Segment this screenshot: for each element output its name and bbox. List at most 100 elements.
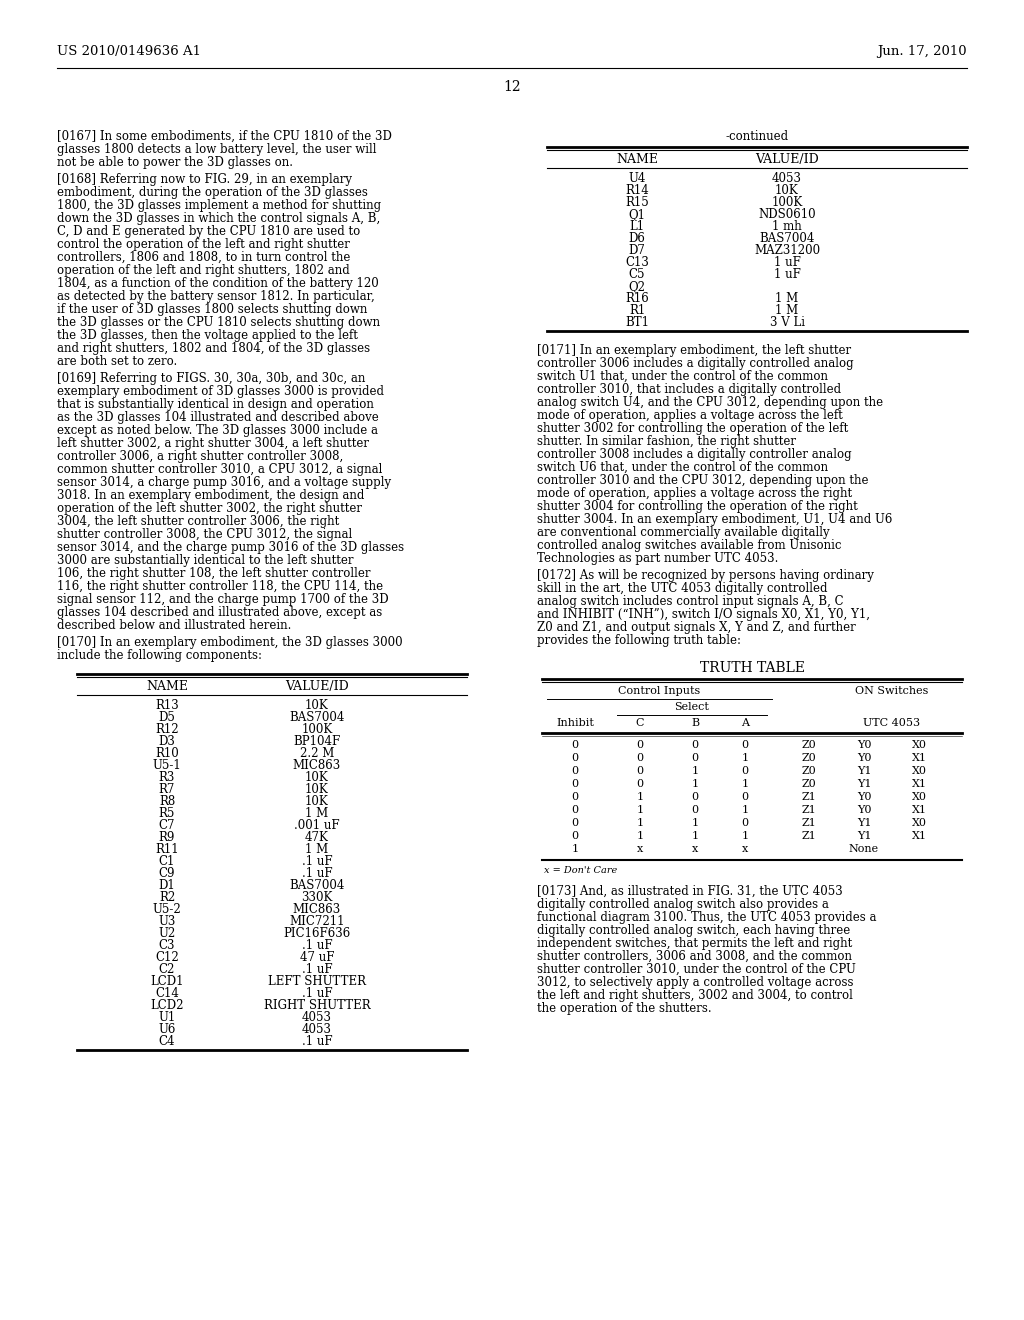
Text: 10K: 10K	[305, 783, 329, 796]
Text: [0169] Referring to FIGS. 30, 30a, 30b, and 30c, an: [0169] Referring to FIGS. 30, 30a, 30b, …	[57, 372, 366, 385]
Text: X1: X1	[911, 832, 927, 841]
Text: -continued: -continued	[725, 129, 788, 143]
Text: 0: 0	[571, 792, 579, 803]
Text: R2: R2	[159, 891, 175, 904]
Text: .1 uF: .1 uF	[302, 987, 333, 1001]
Text: U1: U1	[159, 1011, 176, 1024]
Text: operation of the left and right shutters, 1802 and: operation of the left and right shutters…	[57, 264, 350, 277]
Text: 0: 0	[691, 805, 698, 814]
Text: 1: 1	[637, 818, 643, 828]
Text: VALUE/ID: VALUE/ID	[755, 153, 819, 166]
Text: [0172] As will be recognized by persons having ordinary: [0172] As will be recognized by persons …	[537, 569, 873, 582]
Text: embodiment, during the operation of the 3D glasses: embodiment, during the operation of the …	[57, 186, 368, 199]
Text: 0: 0	[741, 741, 749, 750]
Text: R3: R3	[159, 771, 175, 784]
Text: B: B	[691, 718, 699, 729]
Text: NAME: NAME	[146, 680, 188, 693]
Text: Y0: Y0	[857, 752, 871, 763]
Text: C12: C12	[155, 950, 179, 964]
Text: C7: C7	[159, 818, 175, 832]
Text: 116, the right shutter controller 118, the CPU 114, the: 116, the right shutter controller 118, t…	[57, 579, 383, 593]
Text: 1 uF: 1 uF	[773, 268, 801, 281]
Text: 1 mh: 1 mh	[772, 220, 802, 234]
Text: digitally controlled analog switch also provides a: digitally controlled analog switch also …	[537, 898, 828, 911]
Text: described below and illustrated herein.: described below and illustrated herein.	[57, 619, 292, 632]
Text: Z0 and Z1, and output signals X, Y and Z, and further: Z0 and Z1, and output signals X, Y and Z…	[537, 620, 856, 634]
Text: are conventional commercially available digitally: are conventional commercially available …	[537, 525, 829, 539]
Text: Y1: Y1	[857, 818, 871, 828]
Text: X0: X0	[911, 818, 927, 828]
Text: controller 3010, that includes a digitally controlled: controller 3010, that includes a digital…	[537, 383, 841, 396]
Text: 0: 0	[571, 779, 579, 789]
Text: x: x	[637, 843, 643, 854]
Text: C14: C14	[155, 987, 179, 1001]
Text: 3000 are substantially identical to the left shutter: 3000 are substantially identical to the …	[57, 554, 353, 568]
Text: Select: Select	[675, 702, 710, 711]
Text: D7: D7	[629, 244, 645, 257]
Text: 100K: 100K	[301, 723, 333, 737]
Text: exemplary embodiment of 3D glasses 3000 is provided: exemplary embodiment of 3D glasses 3000 …	[57, 385, 384, 399]
Text: Q2: Q2	[629, 280, 645, 293]
Text: R1: R1	[629, 304, 645, 317]
Text: functional diagram 3100. Thus, the UTC 4053 provides a: functional diagram 3100. Thus, the UTC 4…	[537, 911, 877, 924]
Text: 0: 0	[741, 766, 749, 776]
Text: operation of the left shutter 3002, the right shutter: operation of the left shutter 3002, the …	[57, 502, 362, 515]
Text: D6: D6	[629, 232, 645, 246]
Text: are both set to zero.: are both set to zero.	[57, 355, 177, 368]
Text: MIC863: MIC863	[293, 759, 341, 772]
Text: and right shutters, 1802 and 1804, of the 3D glasses: and right shutters, 1802 and 1804, of th…	[57, 342, 370, 355]
Text: independent switches, that permits the left and right: independent switches, that permits the l…	[537, 937, 852, 950]
Text: 0: 0	[571, 741, 579, 750]
Text: left shutter 3002, a right shutter 3004, a left shutter: left shutter 3002, a right shutter 3004,…	[57, 437, 369, 450]
Text: C4: C4	[159, 1035, 175, 1048]
Text: MAZ31200: MAZ31200	[754, 244, 820, 257]
Text: controller 3008 includes a digitally controller analog: controller 3008 includes a digitally con…	[537, 447, 852, 461]
Text: 47K: 47K	[305, 832, 329, 843]
Text: the left and right shutters, 3002 and 3004, to control: the left and right shutters, 3002 and 30…	[537, 989, 853, 1002]
Text: shutter. In similar fashion, the right shutter: shutter. In similar fashion, the right s…	[537, 436, 796, 447]
Text: 0: 0	[637, 752, 643, 763]
Text: 4053: 4053	[302, 1023, 332, 1036]
Text: .1 uF: .1 uF	[302, 939, 333, 952]
Text: common shutter controller 3010, a CPU 3012, a signal: common shutter controller 3010, a CPU 30…	[57, 463, 382, 477]
Text: analog switch U4, and the CPU 3012, depending upon the: analog switch U4, and the CPU 3012, depe…	[537, 396, 883, 409]
Text: controlled analog switches available from Unisonic: controlled analog switches available fro…	[537, 539, 842, 552]
Text: U5-1: U5-1	[153, 759, 181, 772]
Text: Z1: Z1	[802, 832, 816, 841]
Text: Z0: Z0	[802, 741, 816, 750]
Text: X1: X1	[911, 805, 927, 814]
Text: 3004, the left shutter controller 3006, the right: 3004, the left shutter controller 3006, …	[57, 515, 339, 528]
Text: 10K: 10K	[305, 771, 329, 784]
Text: C5: C5	[629, 268, 645, 281]
Text: 1: 1	[741, 805, 749, 814]
Text: LEFT SHUTTER: LEFT SHUTTER	[268, 975, 366, 987]
Text: U3: U3	[159, 915, 176, 928]
Text: 4053: 4053	[302, 1011, 332, 1024]
Text: controller 3006, a right shutter controller 3008,: controller 3006, a right shutter control…	[57, 450, 343, 463]
Text: the 3D glasses, then the voltage applied to the left: the 3D glasses, then the voltage applied…	[57, 329, 357, 342]
Text: U6: U6	[159, 1023, 176, 1036]
Text: include the following components:: include the following components:	[57, 649, 262, 663]
Text: 1: 1	[741, 752, 749, 763]
Text: A: A	[741, 718, 749, 729]
Text: Y0: Y0	[857, 792, 871, 803]
Text: BP104F: BP104F	[293, 735, 341, 748]
Text: Z1: Z1	[802, 792, 816, 803]
Text: Z0: Z0	[802, 752, 816, 763]
Text: NAME: NAME	[616, 153, 658, 166]
Text: BAS7004: BAS7004	[290, 711, 345, 723]
Text: the operation of the shutters.: the operation of the shutters.	[537, 1002, 712, 1015]
Text: signal sensor 112, and the charge pump 1700 of the 3D: signal sensor 112, and the charge pump 1…	[57, 593, 389, 606]
Text: shutter controller 3010, under the control of the CPU: shutter controller 3010, under the contr…	[537, 964, 856, 975]
Text: R7: R7	[159, 783, 175, 796]
Text: UTC 4053: UTC 4053	[863, 718, 921, 729]
Text: D5: D5	[159, 711, 175, 723]
Text: Y1: Y1	[857, 832, 871, 841]
Text: R9: R9	[159, 832, 175, 843]
Text: 330K: 330K	[301, 891, 333, 904]
Text: 100K: 100K	[771, 195, 803, 209]
Text: [0170] In an exemplary embodiment, the 3D glasses 3000: [0170] In an exemplary embodiment, the 3…	[57, 636, 402, 649]
Text: 3018. In an exemplary embodiment, the design and: 3018. In an exemplary embodiment, the de…	[57, 488, 365, 502]
Text: D3: D3	[159, 735, 175, 748]
Text: C, D and E generated by the CPU 1810 are used to: C, D and E generated by the CPU 1810 are…	[57, 224, 360, 238]
